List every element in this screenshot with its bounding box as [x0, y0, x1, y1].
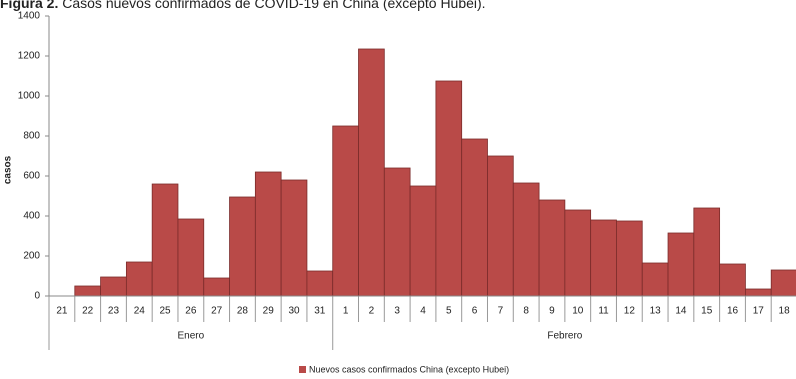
bar: [461, 138, 488, 297]
x-tick-label: 21: [56, 306, 68, 317]
y-tick-label: 1000: [18, 91, 41, 102]
y-tick-label: 400: [23, 211, 40, 222]
x-tick-label: 14: [675, 306, 687, 317]
bar: [306, 270, 334, 297]
y-tick-label: 600: [23, 171, 40, 182]
bar: [590, 219, 617, 297]
bar: [177, 218, 205, 297]
x-tick-label: 1: [343, 306, 349, 317]
bar: [74, 285, 101, 297]
x-tick-label: 24: [134, 306, 146, 317]
y-tick-label: 200: [23, 251, 40, 262]
x-tick-label: 29: [263, 306, 275, 317]
bar: [383, 167, 411, 297]
group-label: Enero: [178, 331, 205, 342]
x-tick-label: 11: [598, 306, 609, 317]
bar: [229, 196, 256, 297]
bar: [487, 155, 514, 297]
x-tick-label: 22: [82, 306, 94, 317]
bar: [100, 276, 127, 297]
bar: [667, 232, 695, 297]
x-tick-label: 28: [237, 306, 249, 317]
bar: [616, 220, 643, 297]
x-tick-label: 31: [314, 306, 326, 317]
bar: [745, 288, 772, 297]
x-tick-label: 3: [394, 306, 400, 317]
x-tick-label: 5: [446, 306, 452, 317]
bar: [770, 269, 796, 297]
x-tick-label: 15: [701, 306, 713, 317]
bar: [693, 207, 721, 297]
x-tick-label: 17: [753, 306, 765, 317]
x-tick-label: 6: [472, 306, 478, 317]
x-tick-label: 13: [650, 306, 662, 317]
x-tick-label: 4: [420, 306, 426, 317]
bar: [435, 80, 463, 297]
y-axis-label: casos: [3, 155, 14, 184]
y-tick-label: 800: [23, 131, 40, 142]
legend-label: Nuevos casos confirmados China (excepto …: [309, 364, 509, 374]
y-tick-label: 1400: [18, 11, 41, 22]
x-tick-label: 7: [498, 306, 504, 317]
bar: [280, 179, 308, 297]
x-tick-label: 16: [727, 306, 739, 317]
x-tick-label: 8: [523, 306, 529, 317]
bar: [409, 185, 437, 297]
bar: [125, 261, 153, 297]
group-label: Febrero: [547, 331, 582, 342]
bar: [358, 48, 385, 297]
x-tick-label: 26: [185, 306, 197, 317]
chart-title: Figura 2. Casos nuevos confirmados de CO…: [0, 0, 486, 11]
title-label: Figura 2.: [0, 0, 58, 11]
bar: [641, 262, 669, 297]
x-tick-label: 2: [369, 306, 375, 317]
bar: [254, 171, 282, 297]
x-tick-label: 12: [624, 306, 636, 317]
x-tick-label: 23: [108, 306, 120, 317]
x-tick-label: 30: [288, 306, 300, 317]
bar: [203, 277, 230, 297]
y-tick-label: 0: [34, 291, 40, 302]
x-tick-label: 10: [572, 306, 584, 317]
y-tick-label: 1200: [18, 51, 41, 62]
bar: [719, 263, 746, 297]
x-tick-label: 27: [211, 306, 223, 317]
bar: [151, 183, 179, 297]
x-tick-label: 9: [549, 306, 555, 317]
legend-swatch: [299, 366, 306, 373]
bar: [564, 209, 592, 297]
bar: [538, 199, 566, 297]
bar: [332, 125, 359, 297]
x-tick-label: 25: [160, 306, 172, 317]
x-tick-label: 18: [779, 306, 791, 317]
bar: [512, 182, 540, 297]
title-text: Casos nuevos confirmados de COVID-19 en …: [62, 0, 485, 11]
